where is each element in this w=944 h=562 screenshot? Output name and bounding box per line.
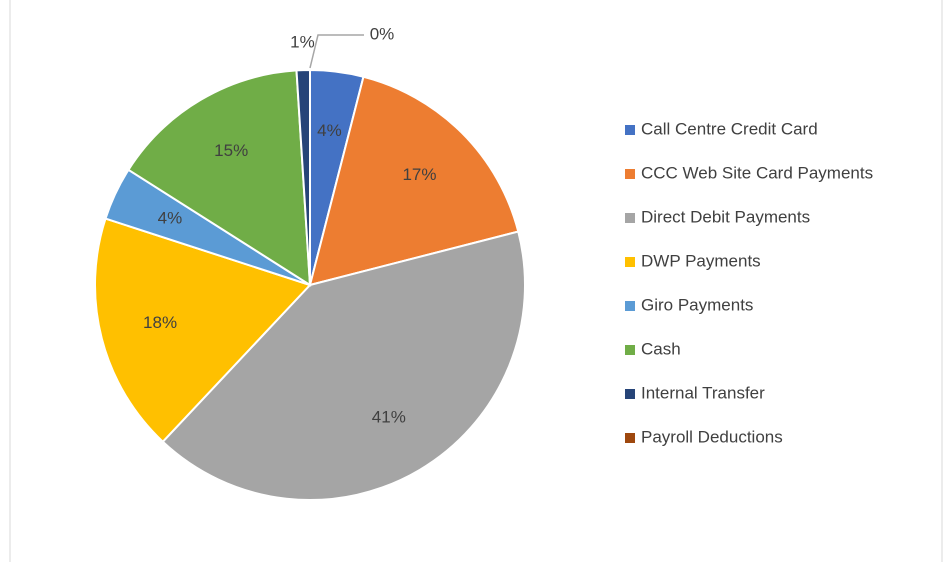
data-label: 18% [143,313,177,332]
legend-label: Giro Payments [641,295,753,314]
legend-swatch [625,301,635,311]
legend-label: Direct Debit Payments [641,207,810,226]
legend-label: Call Centre Credit Card [641,119,818,138]
legend-label: Internal Transfer [641,383,765,402]
legend-swatch [625,389,635,399]
legend-swatch [625,213,635,223]
data-label: 4% [317,121,342,140]
legend-swatch [625,345,635,355]
legend-swatch [625,125,635,135]
data-label: 4% [158,209,183,228]
legend-label: Cash [641,339,681,358]
pie-slice [161,230,526,501]
legend-label: CCC Web Site Card Payments [641,163,873,182]
legend-swatch [625,257,635,267]
data-label: 17% [402,165,436,184]
data-label: 15% [214,141,248,160]
data-label: 0% [370,24,395,43]
pie-slice [308,75,520,287]
pie-slice [94,217,312,444]
legend-label: Payroll Deductions [641,427,783,446]
chart-frame [9,0,943,562]
legend-swatch [625,169,635,179]
data-label: 1% [290,33,315,52]
legend-swatch [625,433,635,443]
pie-slice [127,69,312,287]
legend-label: DWP Payments [641,251,761,270]
data-label: 41% [372,408,406,427]
leader-line [309,34,364,69]
